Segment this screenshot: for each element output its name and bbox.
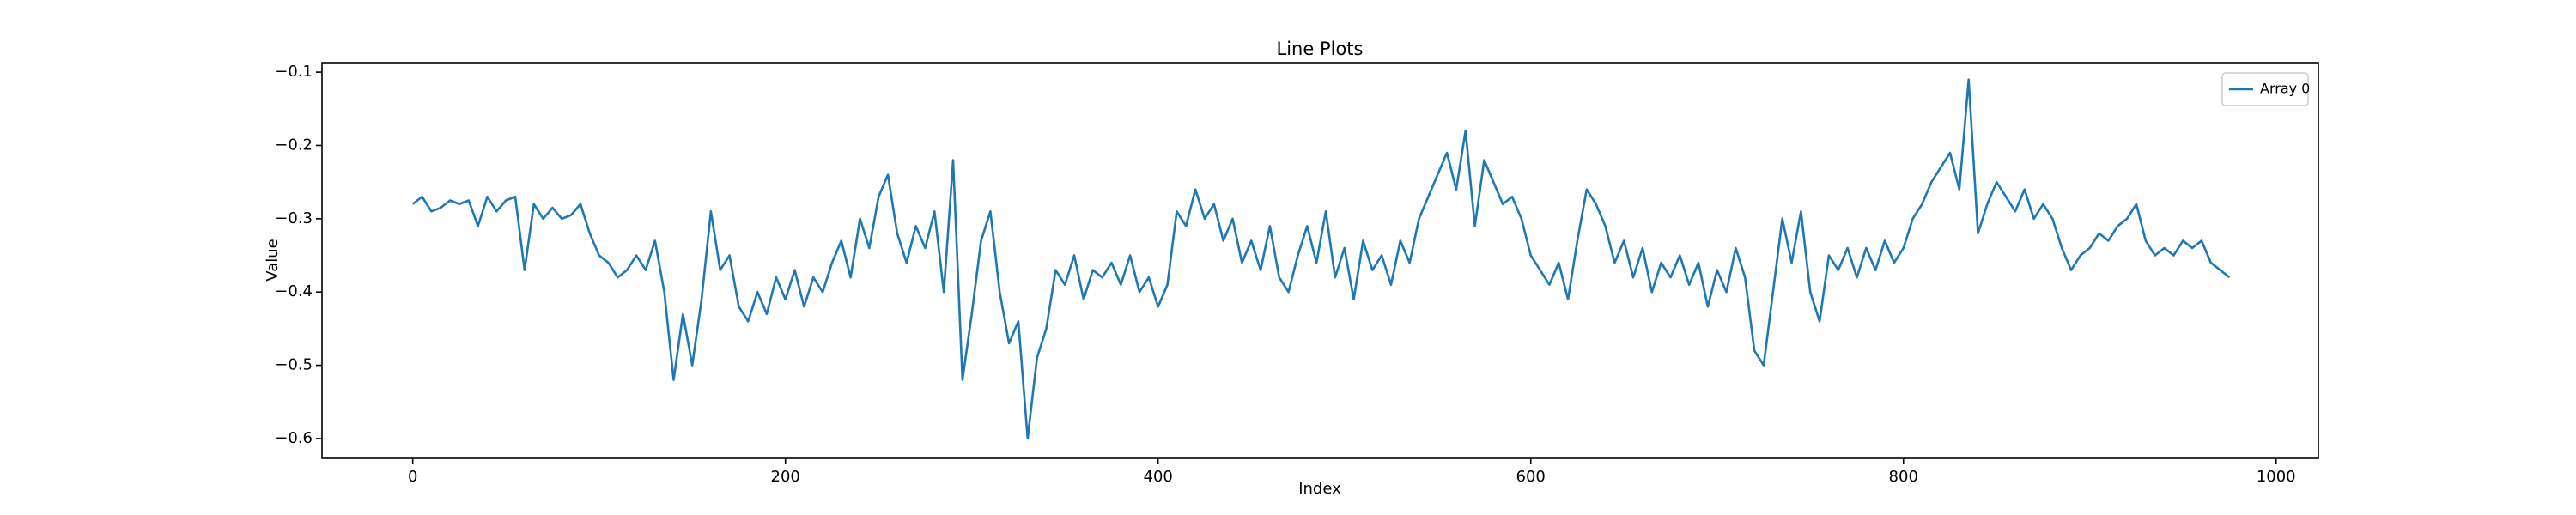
x-tick-label: 600: [1516, 468, 1546, 486]
x-tick-label: 400: [1144, 468, 1173, 486]
legend-box: [2221, 72, 2309, 106]
x-tick-label: 200: [771, 468, 800, 486]
legend-label: Array 0: [2260, 81, 2310, 97]
y-tick-label: −0.1: [275, 63, 313, 81]
y-tick-label: −0.3: [275, 209, 313, 227]
y-tick-label: −0.5: [275, 356, 313, 374]
x-axis-label: Index: [1298, 480, 1341, 498]
chart-title: Line Plots: [1277, 39, 1364, 59]
data-line: [411, 78, 2231, 440]
plot-frame: [321, 62, 2319, 459]
y-tick-label: −0.6: [275, 429, 313, 447]
y-tick-label: −0.4: [275, 282, 313, 300]
x-tick-label: 1000: [2257, 468, 2296, 486]
y-tick-label: −0.2: [275, 136, 313, 154]
x-tick-label: 0: [408, 468, 417, 486]
y-axis-label: Value: [264, 239, 282, 281]
x-tick-label: 800: [1889, 468, 1918, 486]
